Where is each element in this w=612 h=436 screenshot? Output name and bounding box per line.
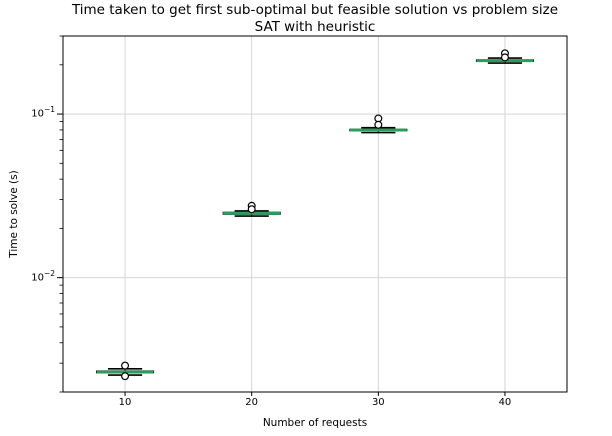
y-tick-label: 10−1 — [31, 105, 55, 120]
x-axis-label: Number of requests — [262, 417, 368, 429]
flier-marker — [121, 372, 130, 381]
x-tick-label: 30 — [371, 397, 385, 408]
x-tick-label: 20 — [245, 397, 259, 408]
chart-subtitle: SAT with heuristic — [254, 19, 376, 35]
axes-frame — [62, 35, 568, 393]
x-tick-label: 40 — [498, 397, 512, 408]
flier-marker — [121, 361, 130, 370]
flier-marker — [374, 120, 383, 129]
y-tick-label: 10−2 — [31, 268, 55, 283]
y-axis-label: Time to solve (s) — [8, 170, 20, 258]
chart-title: Time taken to get first sub-optimal but … — [71, 2, 559, 18]
flier-marker — [247, 205, 256, 214]
x-tick-label: 10 — [118, 397, 132, 408]
flier-marker — [500, 53, 509, 62]
